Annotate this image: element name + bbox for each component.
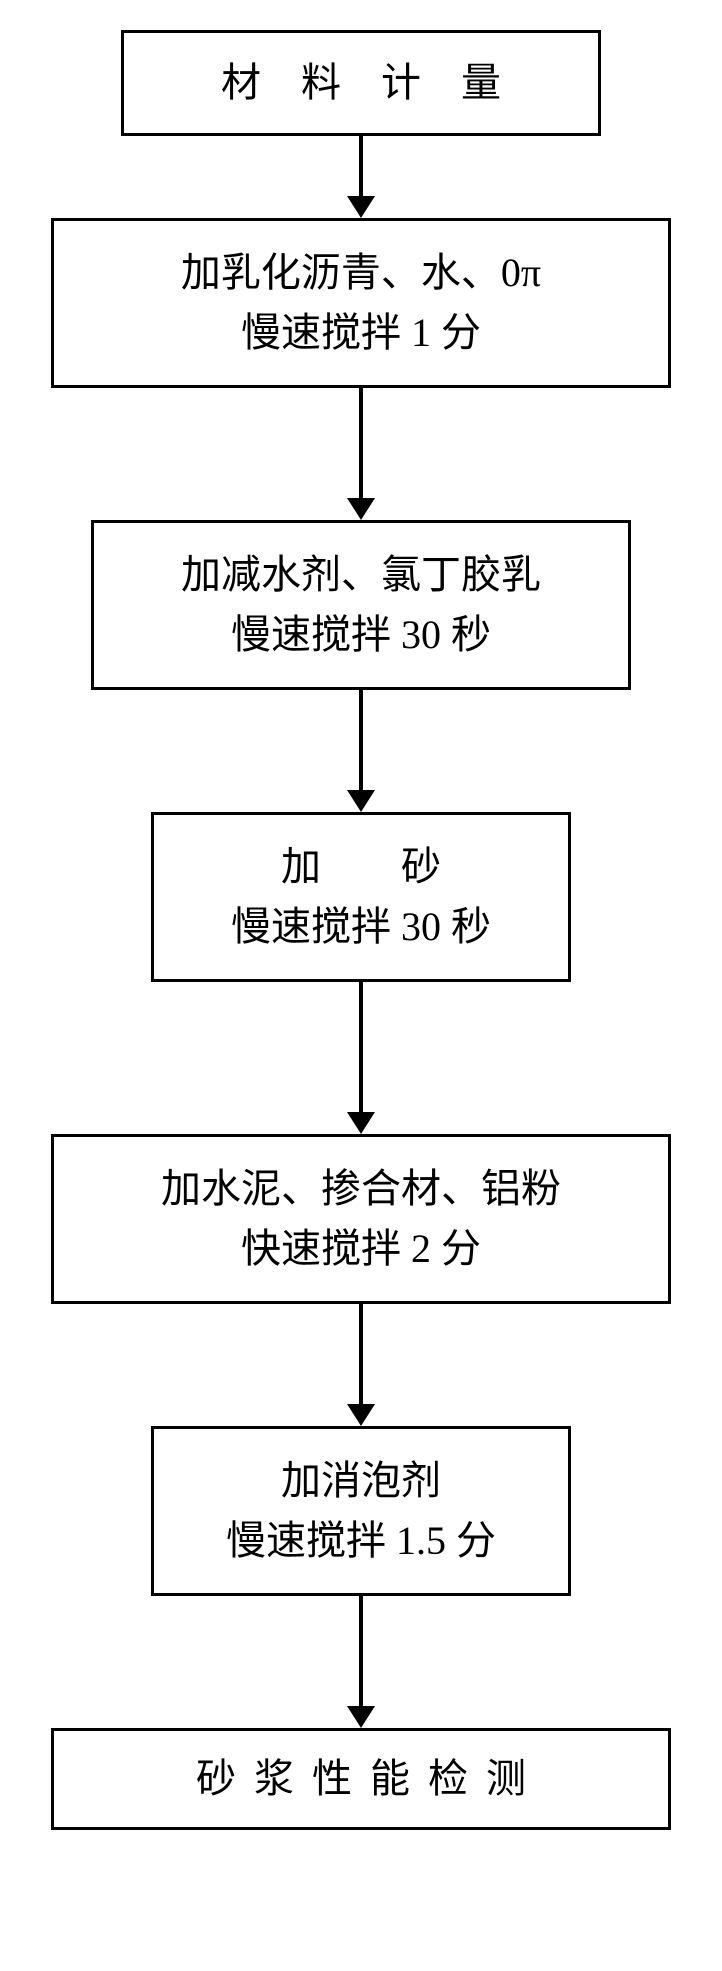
- step-box-2: 加乳化沥青、水、0π 慢速搅拌 1 分: [51, 218, 671, 388]
- step-2-line-1: 加乳化沥青、水、0π: [64, 243, 658, 303]
- step-6-line-1: 加消泡剂: [164, 1451, 558, 1511]
- arrow-shaft: [359, 1304, 363, 1404]
- arrow-head: [347, 1112, 375, 1134]
- step-4-line-2: 慢速搅拌 30 秒: [164, 897, 558, 957]
- step-6-line-2: 慢速搅拌 1.5 分: [164, 1511, 558, 1571]
- step-box-4: 加 砂 慢速搅拌 30 秒: [151, 812, 571, 982]
- arrow-shaft: [359, 136, 363, 196]
- arrow-head: [347, 1706, 375, 1728]
- arrow-3: [347, 690, 375, 812]
- step-box-3: 加减水剂、氯丁胶乳 慢速搅拌 30 秒: [91, 520, 631, 690]
- arrow-head: [347, 790, 375, 812]
- arrow-head: [347, 498, 375, 520]
- flowchart: 材料计量 加乳化沥青、水、0π 慢速搅拌 1 分 加减水剂、氯丁胶乳 慢速搅拌 …: [41, 30, 681, 1830]
- step-3-line-1: 加减水剂、氯丁胶乳: [104, 545, 618, 605]
- arrow-6: [347, 1596, 375, 1728]
- arrow-shaft: [359, 388, 363, 498]
- arrow-5: [347, 1304, 375, 1426]
- step-2-line-2: 慢速搅拌 1 分: [64, 303, 658, 363]
- step-1-text: 材料计量: [134, 53, 588, 113]
- arrow-head: [347, 196, 375, 218]
- step-box-1: 材料计量: [121, 30, 601, 136]
- arrow-2: [347, 388, 375, 520]
- step-box-6: 加消泡剂 慢速搅拌 1.5 分: [151, 1426, 571, 1596]
- step-3-line-2: 慢速搅拌 30 秒: [104, 605, 618, 665]
- arrow-head: [347, 1404, 375, 1426]
- arrow-4: [347, 982, 375, 1134]
- step-4-line-1: 加 砂: [164, 837, 558, 897]
- step-5-line-1: 加水泥、掺合材、铝粉: [64, 1159, 658, 1219]
- arrow-shaft: [359, 1596, 363, 1706]
- arrow-shaft: [359, 982, 363, 1112]
- step-7-text: 砂浆性能检测: [64, 1749, 658, 1809]
- arrow-1: [347, 136, 375, 218]
- step-box-5: 加水泥、掺合材、铝粉 快速搅拌 2 分: [51, 1134, 671, 1304]
- arrow-shaft: [359, 690, 363, 790]
- step-5-line-2: 快速搅拌 2 分: [64, 1219, 658, 1279]
- step-box-7: 砂浆性能检测: [51, 1728, 671, 1830]
